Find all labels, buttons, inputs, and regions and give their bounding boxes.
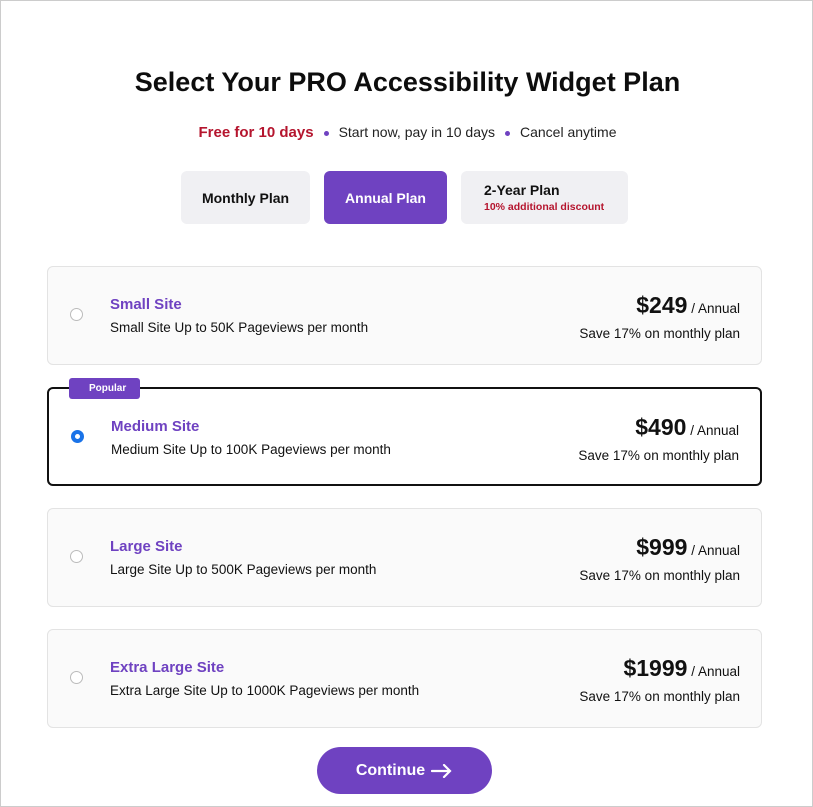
plan-description: Small Site Up to 50K Pageviews per month (110, 320, 369, 335)
arrow-right-icon (431, 763, 452, 778)
plan-card[interactable]: Large Site Large Site Up to 500K Pagevie… (47, 508, 762, 607)
plan-price: $490 / Annual (635, 414, 739, 441)
plan-name: Small Site (110, 296, 182, 313)
plan-radio[interactable] (71, 430, 84, 443)
price-amount: $1999 (623, 655, 688, 681)
plan-radio[interactable] (70, 550, 83, 563)
plan-price: $249 / Annual (636, 292, 740, 319)
plan-savings: Save 17% on monthly plan (579, 568, 740, 583)
continue-button[interactable]: Continue (317, 747, 492, 794)
popular-badge: Popular (69, 378, 141, 399)
price-amount: $490 (635, 414, 687, 440)
discount-note: 10% additional discount (484, 201, 605, 213)
plan-savings: Save 17% on monthly plan (578, 448, 739, 463)
price-period: / Annual (690, 423, 739, 438)
free-trial-text: Free for 10 days (198, 124, 314, 141)
price-period: / Annual (691, 301, 740, 316)
page-title: Select Your PRO Accessibility Widget Pla… (134, 67, 681, 97)
price-period: / Annual (691, 664, 740, 679)
pay-later-text: Start now, pay in 10 days (338, 124, 495, 140)
plan-name: Large Site (110, 538, 183, 555)
tab-monthly-plan[interactable]: Monthly Plan (181, 171, 310, 224)
plan-radio[interactable] (70, 671, 83, 684)
bullet-icon (323, 130, 329, 136)
tab-label: Annual Plan (345, 189, 426, 206)
bullet-icon (505, 130, 510, 136)
price-amount: $249 (636, 292, 688, 318)
plan-savings: Save 17% on monthly plan (579, 326, 740, 341)
tab-label: 2-Year Plan (484, 182, 560, 198)
plan-card[interactable]: Extra Large Site Extra Large Site Up to … (47, 629, 762, 728)
continue-label: Continue (355, 761, 426, 779)
plan-card[interactable]: Small Site Small Site Up to 50K Pageview… (47, 266, 762, 365)
price-period: / Annual (691, 543, 740, 558)
plan-description: Medium Site Up to 100K Pageviews per mon… (111, 442, 391, 457)
plan-price: $999 / Annual (636, 534, 740, 561)
plan-radio[interactable] (70, 308, 83, 321)
tab-annual-plan[interactable]: Annual Plan (324, 171, 447, 224)
plan-price: $1999 / Annual (623, 655, 740, 682)
tab-label: Monthly Plan (201, 189, 290, 206)
plan-name: Medium Site (111, 418, 200, 435)
price-amount: $999 (636, 534, 688, 560)
tab-2-year-plan[interactable]: 2-Year Plan 10% additional discount (461, 171, 628, 224)
plan-description: Extra Large Site Up to 1000K Pageviews p… (110, 683, 420, 698)
plan-name: Extra Large Site (110, 659, 225, 676)
plan-savings: Save 17% on monthly plan (579, 689, 740, 704)
cancel-text: Cancel anytime (520, 124, 617, 140)
plan-description: Large Site Up to 500K Pageviews per mont… (110, 562, 377, 577)
subtitle: Free for 10 days Start now, pay in 10 day… (1, 124, 813, 141)
plan-card[interactable]: Popular Medium Site Medium Site Up to 10… (47, 378, 762, 486)
